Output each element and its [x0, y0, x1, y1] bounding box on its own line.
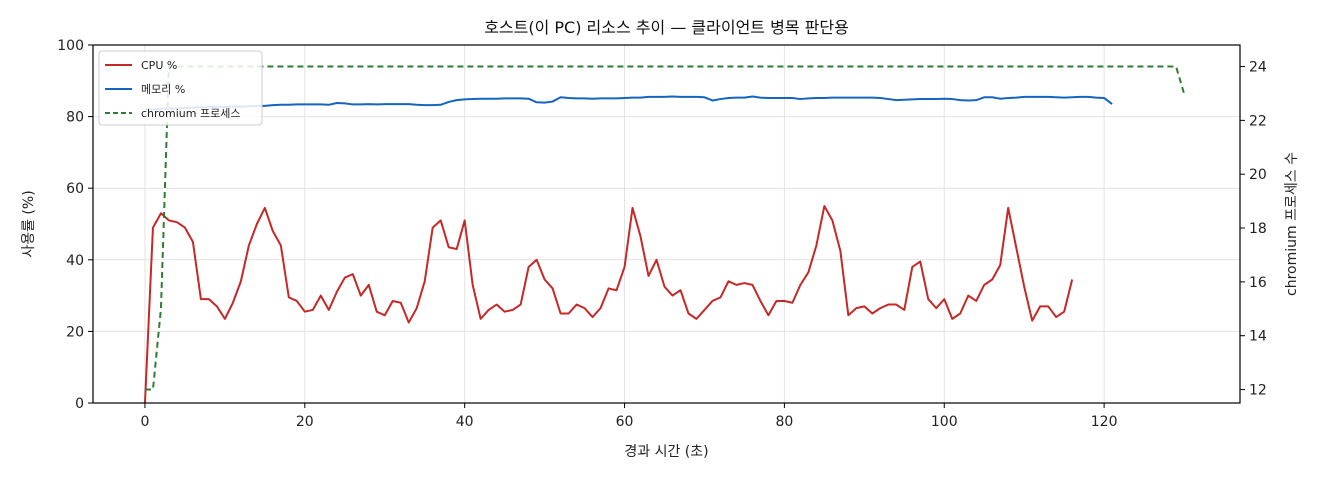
- y-tick-label: 80: [66, 110, 84, 126]
- y2-tick-label: 18: [1249, 221, 1267, 237]
- y-tick-label: 40: [66, 253, 84, 269]
- x-tick-label: 120: [1091, 414, 1118, 430]
- y2-axis-title: chromium 프로세스 수: [1284, 152, 1300, 296]
- series-line: [143, 205, 1074, 404]
- x-tick-label: 40: [456, 414, 474, 430]
- y2-tick-label: 20: [1249, 167, 1267, 183]
- legend-label: 메모리 %: [141, 83, 185, 96]
- y2-tick-label: 16: [1249, 275, 1267, 291]
- legend-label: chromium 프로세스: [141, 107, 240, 120]
- series-line: [144, 65, 1186, 391]
- y2-tick-label: 24: [1249, 60, 1267, 76]
- y-tick-label: 0: [75, 396, 84, 412]
- y2-tick-label: 12: [1249, 383, 1267, 399]
- y2-tick-label: 14: [1249, 329, 1267, 345]
- legend: CPU % 메모리 % chromium 프로세스: [98, 50, 263, 126]
- plot-frame: [92, 44, 1241, 404]
- y-tick-label: 20: [66, 324, 84, 340]
- legend-box: [98, 50, 263, 126]
- x-tick-label: 100: [931, 414, 958, 430]
- y2-tick-label: 22: [1249, 113, 1267, 129]
- axis-layer: 0 20 40 60 80 100 120 0 20 40 60 80 100 12 14 16 18 20 22 2…: [57, 38, 1267, 430]
- x-tick-label: 0: [140, 414, 149, 430]
- legend-label: CPU %: [141, 59, 177, 72]
- chart-title: 호스트(이 PC) 리소스 추이 — 클라이언트 병목 판단용: [484, 18, 849, 37]
- series-line: [144, 95, 1113, 111]
- x-tick-label: 20: [296, 414, 314, 430]
- x-axis-title: 경과 시간 (초): [624, 444, 708, 460]
- y-axis-title: 사용률 (%): [21, 190, 37, 257]
- y-tick-label: 60: [66, 181, 84, 197]
- series-layer: [143, 65, 1186, 404]
- y-tick-label: 100: [57, 38, 84, 54]
- x-tick-label: 60: [616, 414, 634, 430]
- x-tick-label: 80: [775, 414, 793, 430]
